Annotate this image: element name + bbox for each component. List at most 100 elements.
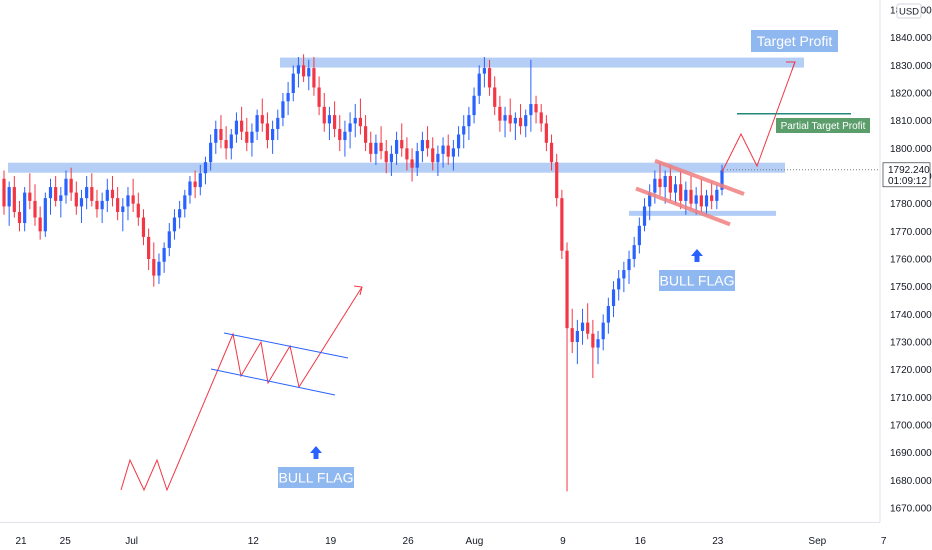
candle-body (389, 153, 394, 163)
x-tick-label: 7 (881, 536, 887, 547)
candle-body (74, 192, 78, 207)
candle-body (518, 117, 523, 127)
candle-body (508, 115, 512, 124)
candle-body (415, 151, 419, 168)
candle-body (229, 134, 233, 149)
partial-target-label: Partial Target Profit (776, 118, 870, 133)
target-profit-label: Target Profit (751, 30, 838, 52)
candle-body (116, 198, 120, 212)
candle-body (425, 140, 430, 149)
up-arrow-icon (310, 446, 322, 459)
candle-body (95, 200, 99, 210)
schematic-arrowhead (353, 285, 363, 296)
candle-body (487, 68, 492, 88)
candle-body (48, 187, 53, 199)
candle-body (482, 68, 486, 74)
candle-body (513, 117, 517, 124)
candle-body (637, 225, 641, 246)
candle-body (617, 278, 621, 290)
candle-body (369, 142, 373, 154)
candle-body (188, 181, 192, 196)
y-tick-label: 1680.000 (890, 476, 932, 487)
candle-body (152, 259, 156, 276)
current-price-text: 1792.240 (888, 165, 930, 176)
candle-body (431, 148, 435, 163)
candle-body (358, 117, 363, 127)
candle-body (353, 117, 357, 124)
candle-body (178, 209, 182, 218)
x-tick-label: 21 (15, 536, 27, 547)
target-profit-label-bg (751, 30, 838, 52)
currency-badge[interactable]: USD (896, 3, 922, 19)
x-tick-label: 12 (248, 536, 260, 547)
y-tick-label: 1820.000 (890, 89, 932, 100)
currency-badge-bg (896, 3, 922, 19)
candle-body (260, 115, 264, 124)
flag-channel-lower (635, 186, 731, 227)
x-axis[interactable]: 21 25 Jul 12 19 26 Aug 9 16 23 Sep 7 (0, 522, 887, 548)
y-axis[interactable]: 1670.000 1680.000 1690.000 1700.000 1710.000… (727, 0, 932, 522)
candle-body (110, 189, 115, 199)
y-tick-label: 1780.000 (890, 199, 932, 210)
y-tick-label: 1770.000 (890, 227, 932, 238)
candle-body (539, 112, 543, 124)
candle-body (704, 195, 709, 207)
candle-body (271, 128, 275, 141)
projection-path (721, 61, 796, 173)
candle-body (126, 195, 130, 207)
candle-body (332, 115, 337, 129)
schematic-channel-lower (210, 368, 336, 396)
candle-body (64, 178, 68, 196)
bull-flag-label-left-bg (278, 467, 354, 488)
candle-body (209, 142, 213, 163)
candle-body (172, 217, 177, 232)
candle-body (529, 104, 533, 116)
candle-body (54, 187, 58, 201)
candle-body (715, 189, 719, 201)
y-tick-label: 1740.000 (890, 310, 932, 321)
candle-body (668, 176, 672, 193)
candle-body (451, 148, 455, 157)
candle-body (141, 217, 146, 237)
candle-body (250, 131, 254, 143)
candle-body (679, 184, 683, 201)
candle-body (193, 181, 197, 188)
schematic-flag-path (120, 286, 363, 492)
y-tick-label: 1840.000 (890, 33, 932, 44)
candle-body (441, 145, 445, 154)
y-tick-label: 1810.000 (890, 116, 932, 127)
candle-body (136, 203, 140, 218)
candle-body (420, 140, 425, 152)
candle-body (524, 115, 528, 127)
candle-body (131, 195, 135, 204)
candle-body (606, 306, 610, 323)
resistance-zone-mid (8, 162, 785, 173)
resistance-zone-top (280, 57, 804, 68)
y-tick-label: 1760.000 (890, 255, 932, 266)
candle-body (79, 198, 84, 207)
candle-body (503, 115, 507, 121)
candle-body (214, 128, 218, 143)
candle-body (296, 65, 301, 74)
candle-body (400, 140, 404, 149)
candles-layer (2, 54, 724, 492)
candle-body (498, 106, 502, 121)
partial-target-label-bg (776, 118, 870, 133)
candle-body (281, 101, 285, 118)
candle-body (312, 68, 316, 88)
candle-body (627, 259, 631, 271)
candle-body (157, 261, 161, 276)
candle-body (720, 170, 724, 190)
candle-body (405, 148, 409, 160)
candle-body (663, 176, 667, 188)
candle-body (327, 115, 332, 124)
candle-body (276, 117, 280, 129)
candle-body (467, 115, 471, 127)
candle-body (17, 211, 22, 224)
x-tick-label: 23 (712, 536, 724, 547)
x-tick-label: 25 (60, 536, 72, 547)
candle-body (105, 189, 109, 201)
candle-body (147, 236, 151, 259)
x-tick-label: 26 (403, 536, 415, 547)
